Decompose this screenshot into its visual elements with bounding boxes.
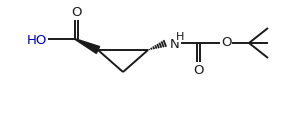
Text: N: N [170, 37, 180, 50]
Text: O: O [221, 36, 231, 49]
Text: O: O [71, 6, 81, 19]
Polygon shape [75, 39, 100, 54]
Text: H: H [176, 32, 184, 42]
Text: O: O [193, 64, 203, 77]
Text: HO: HO [27, 33, 47, 46]
